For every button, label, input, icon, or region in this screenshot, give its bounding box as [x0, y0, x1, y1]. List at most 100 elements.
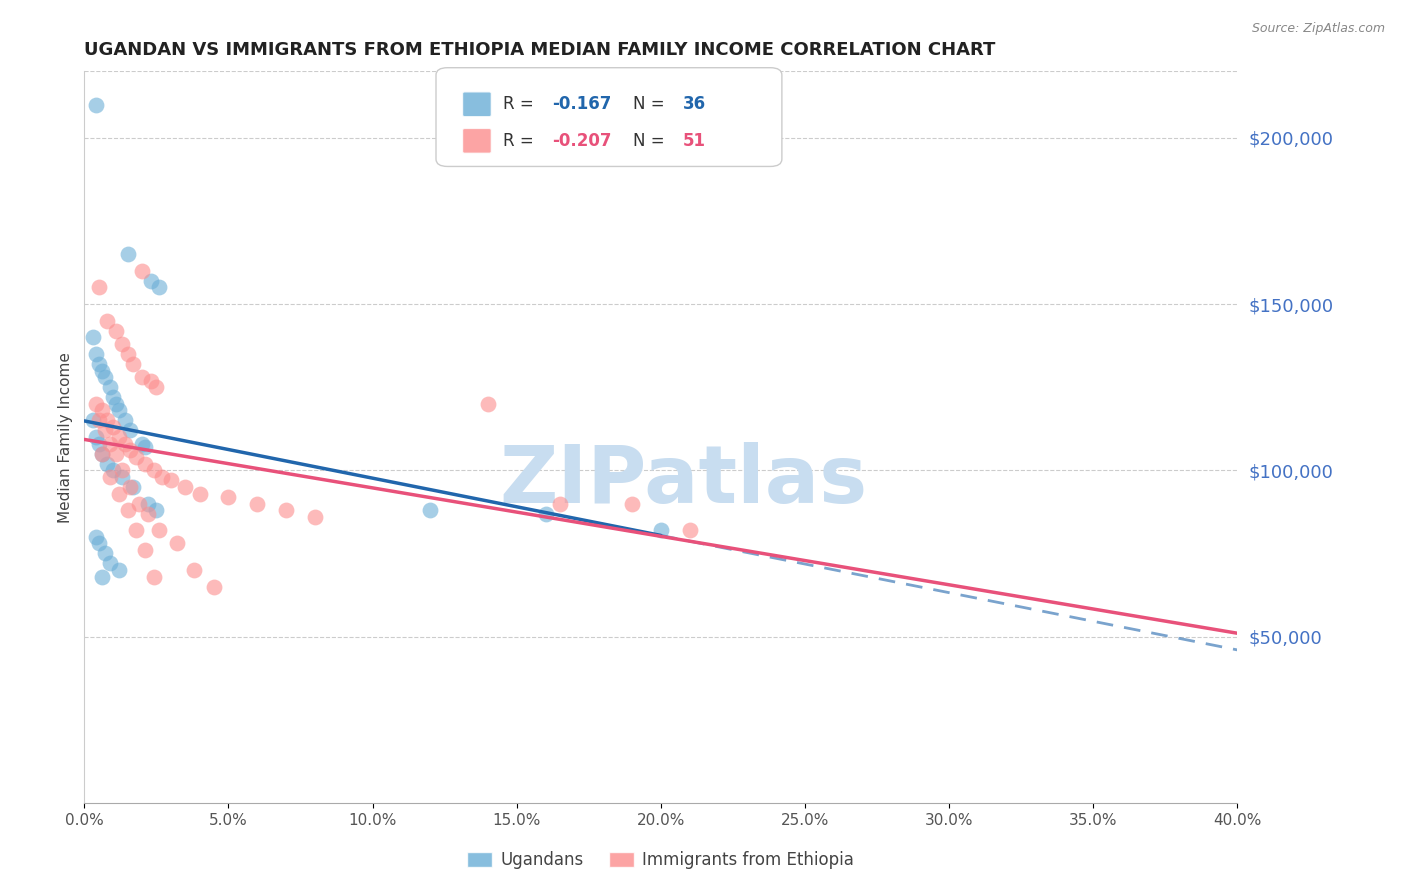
Point [96, 457, 118, 471]
Point [98, 557, 121, 571]
Point [548, 497, 571, 511]
Point [131, 264, 153, 278]
Point [90, 447, 112, 461]
Point [131, 436, 153, 450]
Point [120, 424, 142, 438]
Point [145, 503, 167, 517]
Text: ZIPatlas: ZIPatlas [499, 442, 868, 520]
Point [419, 503, 441, 517]
Text: Source: ZipAtlas.com: Source: ZipAtlas.com [1251, 22, 1385, 36]
Point [276, 503, 298, 517]
Text: 36: 36 [683, 95, 706, 113]
Point [93, 424, 115, 438]
Point [183, 563, 205, 577]
Point [142, 463, 165, 477]
Point [139, 274, 162, 288]
Point [166, 536, 188, 550]
Point [87, 436, 110, 450]
FancyBboxPatch shape [463, 128, 491, 153]
Point [105, 447, 128, 461]
Point [122, 357, 145, 371]
Point [111, 337, 134, 351]
Point [142, 570, 165, 584]
Point [136, 507, 159, 521]
Point [145, 380, 167, 394]
Point [82, 413, 104, 427]
Point [105, 397, 128, 411]
Text: -0.167: -0.167 [553, 95, 612, 113]
Point [98, 380, 121, 394]
Point [621, 497, 644, 511]
Point [131, 370, 153, 384]
Text: R =: R = [503, 95, 538, 113]
Point [650, 523, 672, 537]
Point [111, 463, 134, 477]
Point [477, 397, 499, 411]
Point [84, 430, 107, 444]
Point [534, 507, 557, 521]
Point [125, 523, 148, 537]
Y-axis label: Median Family Income: Median Family Income [58, 351, 73, 523]
Point [150, 470, 173, 484]
Point [96, 314, 118, 328]
Point [114, 413, 136, 427]
Point [122, 480, 145, 494]
Text: N =: N = [633, 95, 671, 113]
Text: 51: 51 [683, 132, 706, 150]
Point [87, 357, 110, 371]
Point [90, 447, 112, 461]
Point [82, 330, 104, 344]
Point [125, 450, 148, 464]
Point [679, 523, 702, 537]
Point [117, 347, 139, 361]
Text: N =: N = [633, 132, 671, 150]
Point [90, 403, 112, 417]
Point [120, 480, 142, 494]
Point [218, 490, 240, 504]
Point [117, 247, 139, 261]
Point [87, 413, 110, 427]
Point [90, 363, 112, 377]
Point [202, 580, 225, 594]
Legend: Ugandans, Immigrants from Ethiopia: Ugandans, Immigrants from Ethiopia [461, 845, 860, 876]
Point [134, 543, 156, 558]
Point [108, 403, 131, 417]
Text: R =: R = [503, 132, 538, 150]
Point [134, 457, 156, 471]
Point [96, 413, 118, 427]
FancyBboxPatch shape [463, 92, 491, 117]
Point [128, 497, 150, 511]
Point [114, 436, 136, 450]
Point [174, 480, 197, 494]
Point [108, 430, 131, 444]
Point [117, 503, 139, 517]
Point [134, 440, 156, 454]
Text: UGANDAN VS IMMIGRANTS FROM ETHIOPIA MEDIAN FAMILY INCOME CORRELATION CHART: UGANDAN VS IMMIGRANTS FROM ETHIOPIA MEDI… [84, 41, 995, 59]
Point [246, 497, 269, 511]
Point [139, 374, 162, 388]
Point [108, 563, 131, 577]
Point [93, 546, 115, 560]
Point [304, 509, 326, 524]
Point [84, 397, 107, 411]
Point [103, 390, 124, 404]
Point [160, 473, 183, 487]
Point [120, 443, 142, 458]
Point [105, 324, 128, 338]
Point [111, 470, 134, 484]
Point [93, 370, 115, 384]
Text: -0.207: -0.207 [553, 132, 612, 150]
Point [108, 486, 131, 500]
Point [84, 97, 107, 112]
Point [84, 347, 107, 361]
Point [103, 420, 124, 434]
Point [148, 523, 170, 537]
Point [148, 280, 170, 294]
Point [98, 436, 121, 450]
Point [87, 536, 110, 550]
Point [84, 530, 107, 544]
Point [103, 463, 124, 477]
Point [136, 497, 159, 511]
Point [188, 486, 211, 500]
Point [90, 570, 112, 584]
